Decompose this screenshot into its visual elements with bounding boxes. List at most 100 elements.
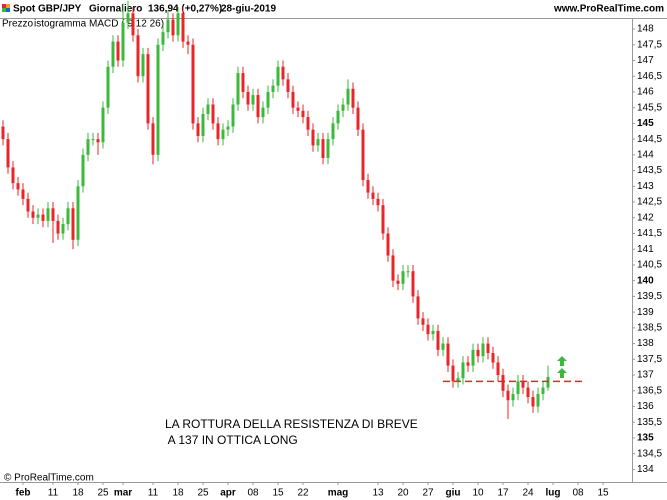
annotation: A 137 IN OTTICA LONG [165,433,298,447]
candle-body [461,362,465,379]
candle-body [246,91,250,105]
candle-body [401,271,405,284]
candle-body [91,139,95,141]
candle-body [521,381,525,388]
candle-body [116,41,120,61]
y-tick-label: 141,5 [637,228,662,239]
candle-body [76,186,80,240]
x-tick-label: 27 [422,488,434,499]
x-tick-label: 15 [272,488,284,499]
x-tick-label: mag [328,488,349,499]
source: www.ProRealTime.com [553,4,664,15]
candle-body [296,107,300,111]
candle-body [6,139,10,168]
x-tick-label: apr [220,488,236,499]
x-tick-label: giu [446,488,461,499]
x-tick-label: 25 [97,488,109,499]
candle-body [301,110,305,118]
candle-body [356,107,360,130]
candle-body [176,13,180,36]
candle-body [466,362,470,366]
candle-body [201,113,205,136]
logo [2,4,10,12]
candle-body [211,104,215,124]
candle-body [141,54,145,77]
candle-body [1,126,5,140]
x-tick-label: 13 [372,488,384,499]
y-tick-label: 137,5 [637,354,662,365]
candle-body [266,91,270,108]
candle-body [136,35,140,77]
candle-body [501,375,505,391]
candle-body [26,198,30,212]
candle-body [476,349,480,357]
x-tick-label: mar [114,488,132,499]
candle-body [336,110,340,124]
y-tick-label: 138 [637,338,654,349]
candle-body [376,198,380,206]
candle-body [231,104,235,127]
candle-body [381,205,385,234]
y-tick-label: 142,5 [637,197,662,208]
candle-body [16,183,20,190]
x-tick-label: 17 [497,488,509,499]
candle-body [151,123,155,155]
y-tick-label: 146,5 [637,71,662,82]
candle-body [181,13,185,42]
candle-body [56,220,60,234]
candle-body [446,343,450,366]
x-tick-label: 20 [397,488,409,499]
candle-body [396,280,400,284]
x-tick-label: 11 [148,488,159,499]
x-tick-label: 24 [522,488,534,499]
candle-body [126,13,130,23]
x-tick-label: 11 [48,488,59,499]
candle-body [276,66,280,86]
candle-body [531,397,535,407]
candle-body [216,123,220,140]
candle-body [496,362,500,376]
candle-body [411,271,415,297]
candle-body [331,123,335,140]
candle-body [346,88,350,105]
candle-body [186,41,190,45]
y-tick-label: 134,5 [637,448,662,459]
legend-entry: istogramma MACD ( 9 12 26) [34,19,164,30]
candle-body [536,393,540,407]
y-tick-label: 137 [637,370,654,381]
candle-body [371,192,375,199]
y-tick-label: 138,5 [637,322,662,333]
candle-body [51,208,55,221]
x-tick-label: 18 [172,488,184,499]
candle-body [66,208,70,225]
x-tick-label: feb [16,488,31,499]
candle-body [286,79,290,92]
y-tick-label: 145 [637,118,654,129]
y-tick-label: 147,5 [637,39,662,50]
candle-body [526,387,530,398]
candle-body [221,129,225,140]
candle-body [321,139,325,158]
candle-body [191,44,195,124]
candle-body [306,117,310,130]
y-tick-label: 147 [637,55,654,66]
y-tick-label: 139 [637,307,654,318]
candle-body [546,376,550,388]
candle-body [71,208,75,240]
candle-body [96,139,100,143]
candle-body [291,91,295,108]
candle-body [196,123,200,136]
candle-body [506,390,510,401]
x-tick-label: 25 [197,488,209,499]
copyright: © ProRealTime.com [4,473,94,484]
candle-body [81,154,85,187]
candle-body [61,224,65,234]
date: 28-giu-2019 [221,4,276,15]
candle-body [341,104,345,111]
candle-body [11,167,15,184]
candle-body [366,180,370,193]
candle-body [406,271,410,273]
candle-body [386,233,390,256]
